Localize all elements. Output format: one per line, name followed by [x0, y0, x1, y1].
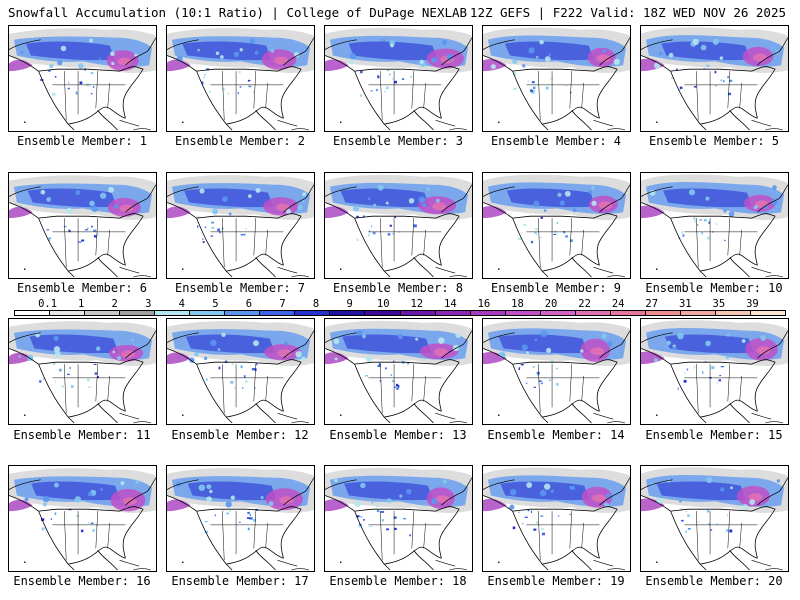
map-title: Snowfall Accumulation (10:1 Ratio) | Col…: [8, 5, 468, 20]
ensemble-member-map: [640, 318, 789, 425]
color-scale-tick: 27: [645, 298, 659, 310]
color-scale-tick: 39: [746, 298, 759, 310]
ensemble-member-map: [640, 465, 789, 572]
color-scale-swatch: [295, 311, 331, 315]
color-scale-tick: 24: [611, 298, 625, 310]
color-scale-swatch: [575, 311, 611, 315]
ensemble-member-label: Ensemble Member: 11: [13, 428, 151, 442]
color-scale-swatch: [190, 311, 226, 315]
ensemble-member-map: [324, 172, 473, 279]
ensemble-member-map: [482, 25, 631, 132]
ensemble-member-map: [8, 465, 157, 572]
color-scale-tick: 3: [145, 298, 152, 310]
ensemble-member-label: Ensemble Member: 7: [174, 281, 306, 295]
ensemble-member-map: [8, 318, 157, 425]
color-scale-tick: 8: [312, 298, 320, 310]
color-scale-tick: 22: [578, 298, 591, 310]
color-scale-swatch: [120, 311, 156, 315]
ensemble-member-map: [324, 465, 473, 572]
color-scale-swatch: [330, 311, 366, 315]
ensemble-member-label: Ensemble Member: 10: [645, 281, 783, 295]
color-scale-tick: 31: [678, 298, 692, 310]
ensemble-member-map: [640, 172, 789, 279]
color-scale-swatch: [610, 311, 646, 315]
ensemble-member-label: Ensemble Member: 14: [487, 428, 625, 442]
color-scale-tick: 4: [178, 298, 185, 310]
ensemble-member-label: Ensemble Member: 20: [645, 574, 783, 588]
ensemble-member-map: [166, 25, 315, 132]
color-scale-swatch: [400, 311, 436, 315]
color-scale-swatch: [505, 311, 541, 315]
color-scale-swatch: [715, 311, 751, 315]
color-scale-tick: 9: [346, 298, 353, 310]
ensemble-member-label: Ensemble Member: 5: [648, 134, 780, 148]
ensemble-member-label: Ensemble Member: 17: [171, 574, 309, 588]
color-scale-tick: 6: [245, 298, 253, 310]
ensemble-member-map: [324, 25, 473, 132]
ensemble-member-map: [482, 465, 631, 572]
color-scale-tick: 5: [212, 298, 219, 310]
color-scale: 0.1 1 2 3 4 5 6 7 8 9 10 12 14 16 18 20 22 24 27 31 35 39: [14, 298, 786, 318]
color-scale-swatch: [50, 311, 86, 315]
model-run-info: 12Z GEFS | F222 Valid: 18Z WED NOV 26 20…: [469, 5, 786, 20]
ensemble-member-map: [640, 25, 789, 132]
color-scale-tick: 2: [111, 298, 118, 310]
color-scale-swatch: [365, 311, 401, 315]
color-scale-swatch: [540, 311, 576, 315]
color-scale-swatch: [260, 311, 296, 315]
ensemble-member-map: [166, 465, 315, 572]
ensemble-member-map: [166, 318, 315, 425]
ensemble-member-label: Ensemble Member: 16: [13, 574, 151, 588]
color-scale-tick: 18: [511, 298, 524, 310]
color-scale-tick: 14: [444, 298, 457, 310]
ensemble-member-label: Ensemble Member: 12: [171, 428, 309, 442]
ensemble-member-label: Ensemble Member: 8: [332, 281, 464, 295]
color-scale-tick: 7: [279, 298, 286, 310]
color-scale-swatch: [470, 311, 506, 315]
ensemble-member-map: [324, 318, 473, 425]
ensemble-member-label: Ensemble Member: 4: [490, 134, 622, 148]
ensemble-member-label: Ensemble Member: 1: [16, 134, 148, 148]
ensemble-member-label: Ensemble Member: 18: [329, 574, 467, 588]
color-scale-bar: [14, 310, 786, 316]
ensemble-member-map: [482, 172, 631, 279]
ensemble-member-label: Ensemble Member: 15: [645, 428, 783, 442]
ensemble-member-label: Ensemble Member: 19: [487, 574, 625, 588]
color-scale-swatch: [680, 311, 716, 315]
ensemble-member-map: [166, 172, 315, 279]
ensemble-member-label: Ensemble Member: 13: [329, 428, 467, 442]
color-scale-swatch: [15, 311, 51, 315]
color-scale-swatch: [750, 311, 786, 315]
ensemble-member-map: [482, 318, 631, 425]
ensemble-member-label: Ensemble Member: 9: [490, 281, 622, 295]
color-scale-tick: 1: [77, 298, 85, 310]
color-scale-tick: 20: [544, 298, 558, 310]
color-scale-swatch: [435, 311, 471, 315]
ensemble-member-map: [8, 172, 157, 279]
ensemble-member-label: Ensemble Member: 3: [332, 134, 464, 148]
color-scale-tick: 0.1: [38, 298, 58, 310]
color-scale-swatch: [85, 311, 121, 315]
ensemble-member-map: [8, 25, 157, 132]
color-scale-swatch: [645, 311, 681, 315]
color-scale-tick: 16: [477, 298, 491, 310]
color-scale-tick: 35: [712, 298, 726, 310]
ensemble-member-label: Ensemble Member: 2: [174, 134, 306, 148]
ensemble-member-label: Ensemble Member: 6: [16, 281, 148, 295]
color-scale-tick: 10: [376, 298, 390, 310]
color-scale-swatch: [225, 311, 261, 315]
color-scale-tick: 12: [410, 298, 424, 310]
color-scale-swatch: [155, 311, 191, 315]
